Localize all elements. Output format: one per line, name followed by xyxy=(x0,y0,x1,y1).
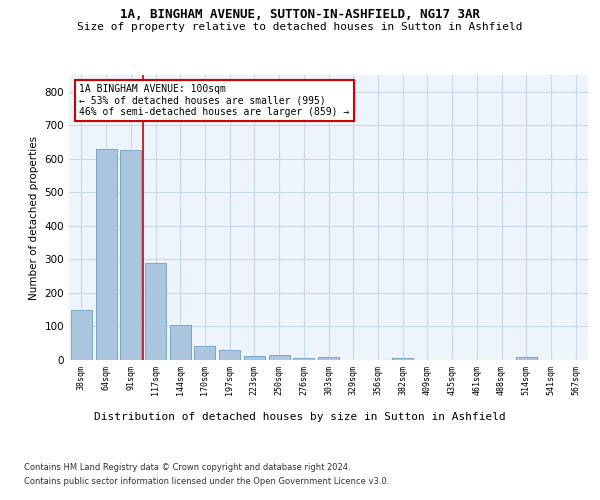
Bar xyxy=(318,358,339,360)
Bar xyxy=(293,358,314,360)
Bar xyxy=(120,150,141,360)
Bar xyxy=(194,346,215,360)
Bar xyxy=(71,310,92,360)
Text: 1A BINGHAM AVENUE: 100sqm
← 53% of detached houses are smaller (995)
46% of semi: 1A BINGHAM AVENUE: 100sqm ← 53% of detac… xyxy=(79,84,350,116)
Text: Distribution of detached houses by size in Sutton in Ashfield: Distribution of detached houses by size … xyxy=(94,412,506,422)
Bar xyxy=(392,358,413,360)
Bar xyxy=(516,358,537,360)
Text: 1A, BINGHAM AVENUE, SUTTON-IN-ASHFIELD, NG17 3AR: 1A, BINGHAM AVENUE, SUTTON-IN-ASHFIELD, … xyxy=(120,8,480,20)
Y-axis label: Number of detached properties: Number of detached properties xyxy=(29,136,39,300)
Text: Contains public sector information licensed under the Open Government Licence v3: Contains public sector information licen… xyxy=(24,478,389,486)
Bar xyxy=(219,350,240,360)
Bar xyxy=(244,356,265,360)
Text: Size of property relative to detached houses in Sutton in Ashfield: Size of property relative to detached ho… xyxy=(77,22,523,32)
Text: Contains HM Land Registry data © Crown copyright and database right 2024.: Contains HM Land Registry data © Crown c… xyxy=(24,462,350,471)
Bar xyxy=(145,264,166,360)
Bar xyxy=(170,326,191,360)
Bar xyxy=(269,356,290,360)
Bar xyxy=(95,150,116,360)
